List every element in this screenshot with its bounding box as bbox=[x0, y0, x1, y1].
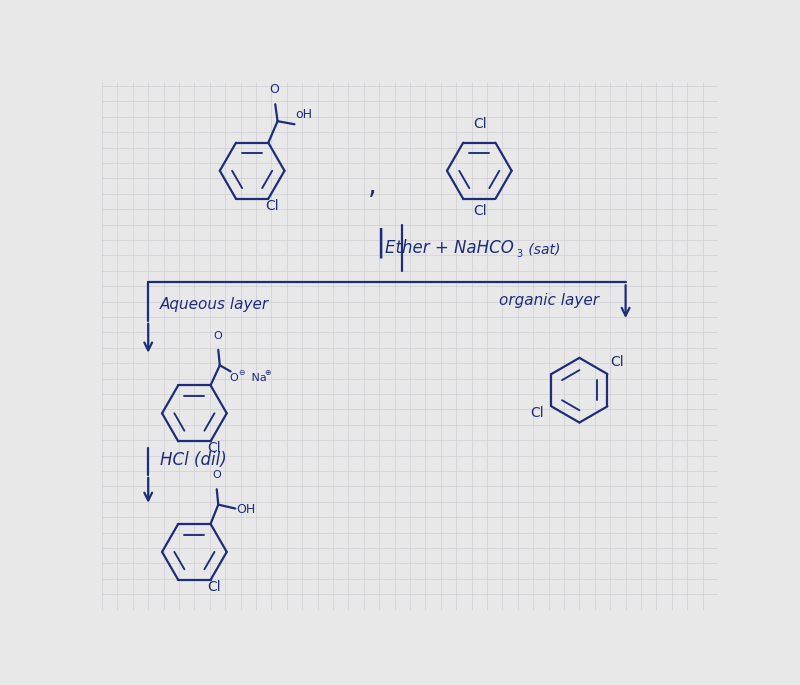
Text: Cl: Cl bbox=[610, 356, 624, 369]
Text: OH: OH bbox=[236, 503, 255, 516]
Text: Cl: Cl bbox=[207, 441, 221, 455]
Text: Cl: Cl bbox=[473, 116, 486, 131]
Text: Cl: Cl bbox=[530, 406, 543, 420]
Text: Cl: Cl bbox=[207, 580, 221, 594]
Text: HCl (dil): HCl (dil) bbox=[160, 451, 226, 469]
Text: $^{\oplus}$: $^{\oplus}$ bbox=[265, 370, 272, 379]
Text: Ether + NaHCO: Ether + NaHCO bbox=[386, 239, 514, 257]
Text: Na: Na bbox=[247, 373, 266, 383]
Text: $_3$: $_3$ bbox=[516, 246, 524, 260]
Text: O: O bbox=[212, 471, 221, 480]
Text: organic layer: organic layer bbox=[498, 293, 598, 308]
Text: Cl: Cl bbox=[473, 204, 486, 219]
Text: ,: , bbox=[368, 172, 377, 200]
Text: O: O bbox=[214, 331, 222, 341]
Text: (sat): (sat) bbox=[524, 242, 560, 256]
Text: O: O bbox=[269, 84, 279, 97]
Text: $^{\ominus}$: $^{\ominus}$ bbox=[238, 370, 246, 379]
Text: |: | bbox=[375, 227, 386, 258]
Text: Aqueous layer: Aqueous layer bbox=[160, 297, 269, 312]
Text: oH: oH bbox=[295, 108, 312, 121]
Text: O: O bbox=[229, 373, 238, 383]
Text: Cl: Cl bbox=[266, 199, 279, 212]
